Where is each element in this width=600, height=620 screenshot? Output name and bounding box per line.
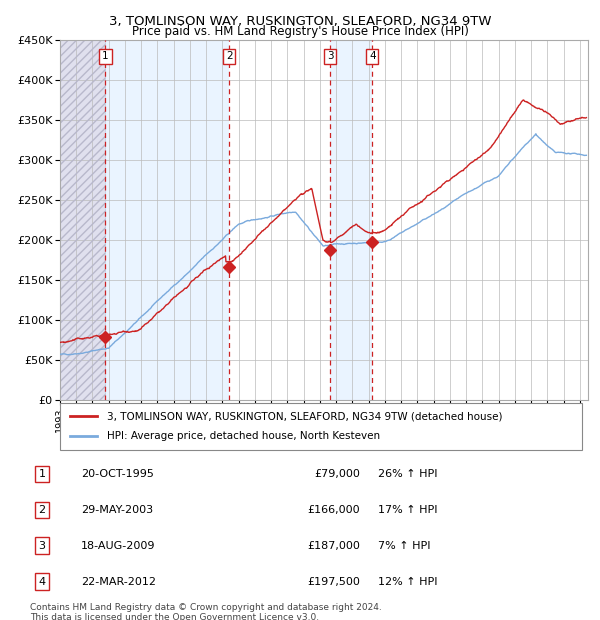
Text: HPI: Average price, detached house, North Kesteven: HPI: Average price, detached house, Nort… [107,432,380,441]
Text: 4: 4 [369,51,376,61]
Text: 29-MAY-2003: 29-MAY-2003 [81,505,153,515]
Text: £197,500: £197,500 [307,577,360,587]
Text: £79,000: £79,000 [314,469,360,479]
Text: 18-AUG-2009: 18-AUG-2009 [81,541,155,551]
Bar [106,40,229,400]
Text: 3: 3 [327,51,334,61]
Bar [229,40,330,400]
Text: 12% ↑ HPI: 12% ↑ HPI [378,577,437,587]
Text: 3, TOMLINSON WAY, RUSKINGTON, SLEAFORD, NG34 9TW: 3, TOMLINSON WAY, RUSKINGTON, SLEAFORD, … [109,16,491,28]
Text: 17% ↑ HPI: 17% ↑ HPI [378,505,437,515]
Text: 2: 2 [38,505,46,515]
Text: 22-MAR-2012: 22-MAR-2012 [81,577,156,587]
Text: 1: 1 [38,469,46,479]
Bar [330,40,372,400]
Text: 26% ↑ HPI: 26% ↑ HPI [378,469,437,479]
Text: 4: 4 [38,577,46,587]
Bar [372,40,588,400]
Text: 3: 3 [38,541,46,551]
Text: Price paid vs. HM Land Registry's House Price Index (HPI): Price paid vs. HM Land Registry's House … [131,25,469,37]
Text: 1: 1 [102,51,109,61]
FancyBboxPatch shape [60,403,582,450]
Text: £187,000: £187,000 [307,541,360,551]
Text: 3, TOMLINSON WAY, RUSKINGTON, SLEAFORD, NG34 9TW (detached house): 3, TOMLINSON WAY, RUSKINGTON, SLEAFORD, … [107,411,502,421]
Text: 7% ↑ HPI: 7% ↑ HPI [378,541,431,551]
Text: 2: 2 [226,51,232,61]
Bar [60,40,106,400]
Text: £166,000: £166,000 [307,505,360,515]
Bar [60,40,106,400]
Text: 20-OCT-1995: 20-OCT-1995 [81,469,154,479]
Text: Contains HM Land Registry data © Crown copyright and database right 2024.
This d: Contains HM Land Registry data © Crown c… [30,603,382,620]
